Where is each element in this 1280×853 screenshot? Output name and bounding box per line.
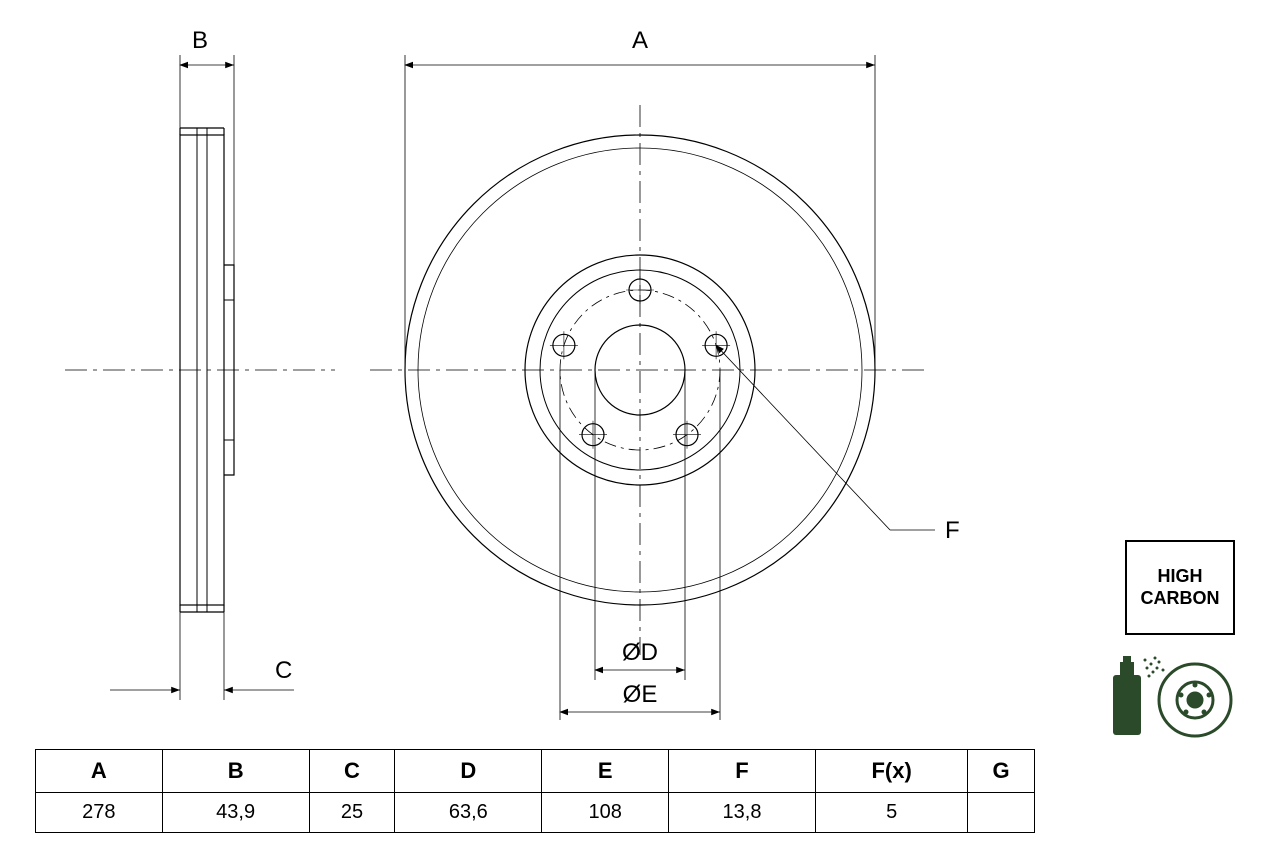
col-header: B: [162, 750, 309, 793]
col-header: F: [668, 750, 815, 793]
table-cell: 25: [309, 793, 395, 833]
technical-drawing: B C: [0, 0, 1280, 760]
front-view: A ØD ØE F: [370, 27, 960, 720]
dim-label-a: A: [632, 27, 648, 54]
dim-label-f: F: [945, 517, 960, 544]
dim-label-d: ØD: [622, 639, 658, 666]
dim-label-c: C: [275, 657, 292, 684]
badge-line1: HIGH: [1158, 566, 1203, 586]
table-row: 278 43,9 25 63,6 108 13,8 5: [36, 793, 1035, 833]
col-header: E: [542, 750, 669, 793]
col-header: F(x): [816, 750, 968, 793]
table-header-row: A B C D E F F(x) G: [36, 750, 1035, 793]
table-cell: 43,9: [162, 793, 309, 833]
table-cell: 13,8: [668, 793, 815, 833]
high-carbon-badge: HIGH CARBON: [1125, 540, 1235, 635]
col-header: G: [968, 750, 1035, 793]
side-view: B C: [65, 27, 335, 700]
dim-label-b: B: [192, 27, 208, 54]
col-header: A: [36, 750, 163, 793]
col-header: D: [395, 750, 542, 793]
table-cell: 5: [816, 793, 968, 833]
table-cell: 278: [36, 793, 163, 833]
dim-label-e: ØE: [623, 681, 658, 708]
col-header: C: [309, 750, 395, 793]
coating-spray-icon: [1105, 650, 1235, 740]
table-cell: [968, 793, 1035, 833]
table-cell: 63,6: [395, 793, 542, 833]
badge-line2: CARBON: [1141, 588, 1220, 608]
table-cell: 108: [542, 793, 669, 833]
dimensions-table: A B C D E F F(x) G 278 43,9 25 63,6 108 …: [35, 749, 1035, 833]
